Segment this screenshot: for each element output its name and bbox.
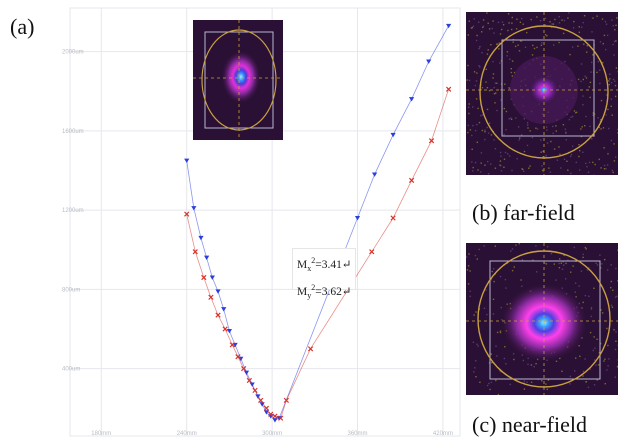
data-point-y	[428, 138, 435, 144]
data-point-y	[408, 177, 415, 184]
data-point-x	[209, 275, 215, 280]
m2-annotation: Mx2=3.41↵ My2=3.62↵	[292, 248, 356, 300]
data-point-y	[390, 215, 396, 221]
x-tick-label: 360mm	[348, 431, 368, 437]
y-tick-label: 800um	[62, 287, 80, 293]
data-point-y	[252, 387, 258, 394]
data-point-x	[354, 216, 361, 221]
data-point-y	[229, 342, 235, 348]
panel-label-b: (b) far-field	[472, 200, 575, 225]
y-tick-label: 1200um	[62, 208, 84, 214]
data-point-x	[255, 394, 261, 399]
data-point-x	[426, 59, 432, 64]
x-tick-label: 300mm	[262, 431, 282, 437]
data-point-y	[369, 249, 375, 255]
data-point-y	[222, 326, 228, 332]
data-point-y	[278, 415, 284, 421]
data-point-y	[272, 413, 278, 419]
data-point-x	[259, 402, 265, 407]
data-point-x	[409, 97, 415, 102]
data-point-x	[191, 206, 197, 211]
beam-profile-inset	[193, 20, 283, 140]
data-point-x	[446, 23, 452, 29]
x-tick-label: 240mm	[177, 431, 197, 437]
panel-label-a: (a)	[10, 14, 35, 39]
data-point-x	[263, 410, 270, 415]
data-point-x	[215, 289, 221, 294]
near-field-image	[466, 243, 618, 395]
data-point-x	[198, 235, 204, 241]
data-point-y	[263, 405, 270, 411]
y-tick-label: 1600um	[62, 129, 84, 135]
data-point-y	[208, 294, 214, 300]
x-tick-label: 420mm	[433, 431, 453, 437]
data-markers	[184, 23, 452, 423]
plot-frame	[69, 7, 461, 437]
m2-y-line: My2=3.62↵	[297, 283, 352, 301]
data-point-y	[184, 211, 190, 217]
data-point-x	[184, 158, 190, 163]
data-point-y	[307, 346, 314, 352]
data-point-y	[258, 397, 264, 403]
data-point-x	[371, 172, 378, 177]
data-point-x	[221, 307, 227, 312]
data-point-y	[283, 397, 289, 403]
data-point-y	[246, 377, 252, 384]
far-field-image	[466, 12, 618, 175]
data-point-y	[201, 274, 207, 281]
y-tick-label: 400um	[62, 367, 80, 373]
data-point-x	[226, 328, 233, 334]
m2-x-line: Mx2=3.41↵	[297, 256, 352, 274]
data-point-x	[204, 255, 210, 261]
data-point-y	[235, 354, 241, 360]
data-point-x	[243, 370, 250, 375]
data-point-y	[268, 411, 274, 417]
data-point-x	[390, 132, 396, 138]
data-point-y	[192, 249, 198, 255]
panel-label-c: (c) near-field	[472, 412, 587, 437]
y-tick-labels: 400um 800um 1200um 1600um 2000um	[62, 50, 84, 373]
y-tick-label: 2000um	[62, 50, 84, 56]
data-point-x	[272, 418, 278, 423]
x-tick-label: 180mm	[91, 431, 111, 437]
data-point-x	[249, 382, 255, 387]
data-point-y	[445, 86, 452, 92]
data-point-y	[241, 366, 247, 372]
data-point-y	[215, 312, 221, 318]
x-tick-labels: 180mm 240mm 300mm 360mm 420mm	[91, 431, 453, 437]
